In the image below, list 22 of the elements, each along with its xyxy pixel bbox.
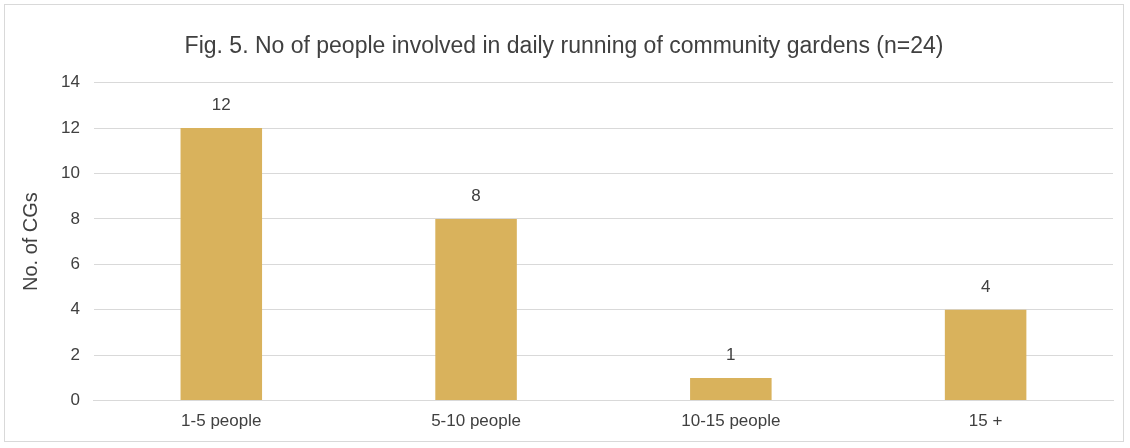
y-tick-label: 10 — [60, 163, 80, 183]
x-tick-label: 15 + — [968, 411, 1003, 431]
y-tick-label: 8 — [70, 208, 80, 228]
y-axis-title: No. of CGs — [18, 192, 41, 292]
x-tick-label: 5-10 people — [431, 411, 521, 431]
y-tick-label: 12 — [60, 117, 80, 137]
bar — [944, 309, 1027, 401]
data-label: 1 — [726, 345, 736, 365]
chart-title: Fig. 5. No of people involved in daily running of community gardens (n=24) — [184, 32, 944, 59]
bar — [690, 377, 772, 401]
y-tick-label: 14 — [60, 72, 80, 92]
y-tick-label: 6 — [70, 254, 80, 273]
x-tick-label: 1-5 people — [181, 411, 262, 431]
y-tick-label: 0 — [70, 390, 80, 410]
x-tick-label: 10-15 people — [681, 411, 781, 431]
data-label: 12 — [211, 95, 231, 115]
bar — [435, 218, 517, 401]
bar — [180, 128, 263, 401]
data-label: 8 — [471, 186, 481, 206]
y-tick-label: 2 — [70, 344, 80, 364]
data-label: 4 — [980, 276, 991, 296]
y-tick-label: 4 — [70, 299, 80, 319]
